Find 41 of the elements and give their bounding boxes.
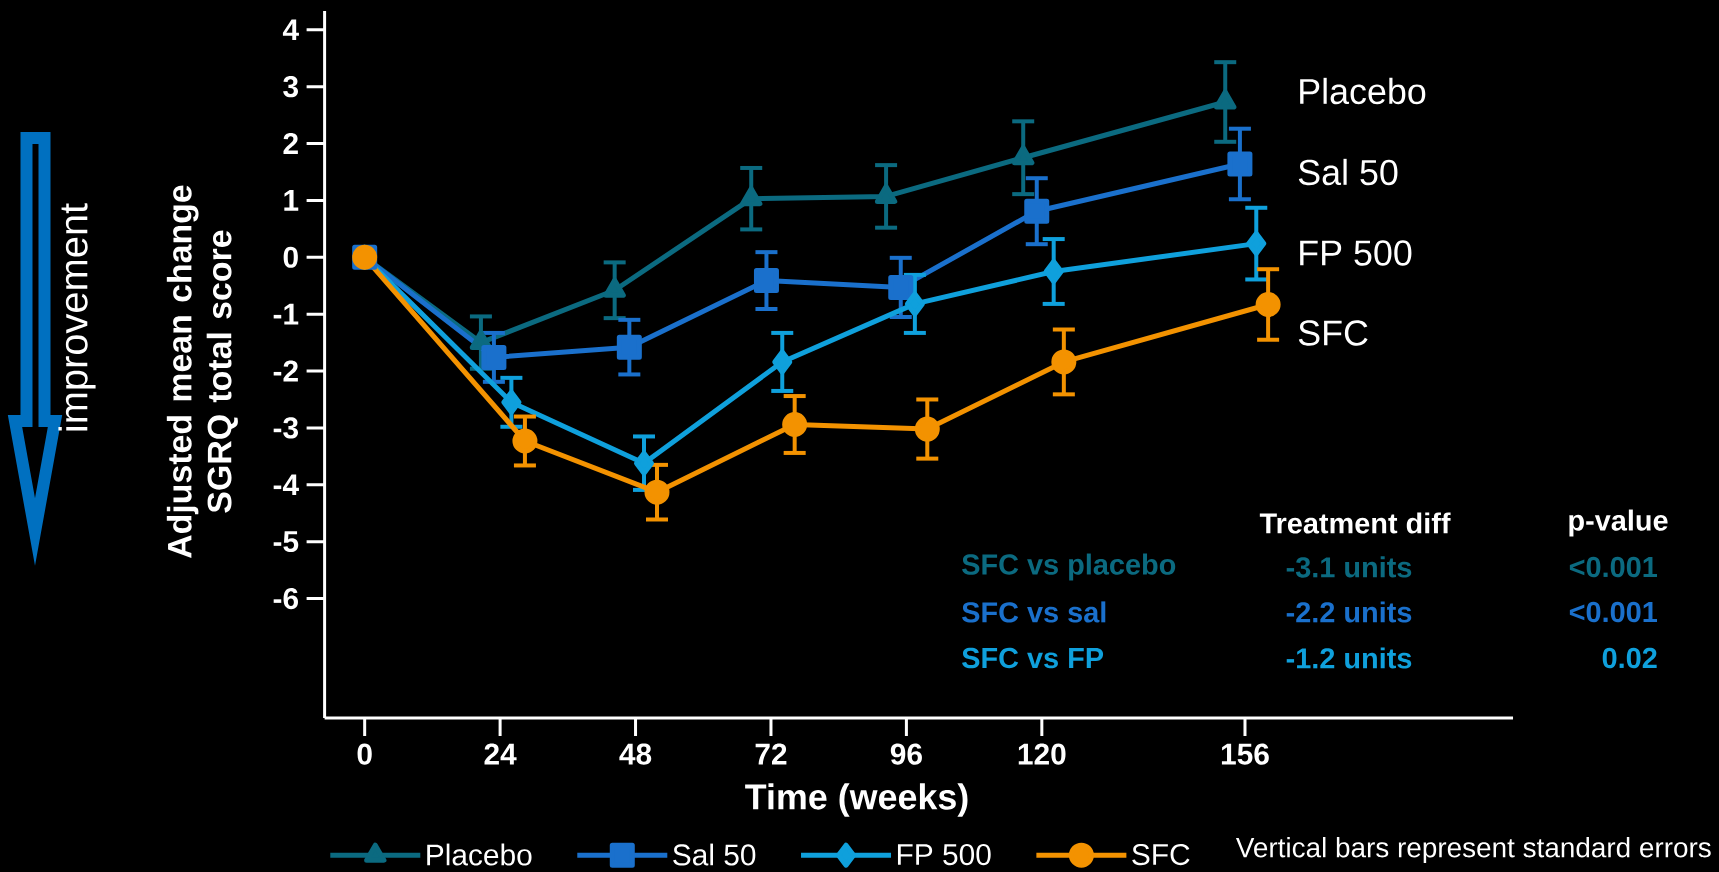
y-tick-label: 3	[283, 76, 299, 98]
y-tick-label: -5	[273, 531, 299, 553]
x-tick-label: 48	[619, 743, 652, 765]
text: Sal 50	[1298, 158, 1398, 186]
y-tick-label: 1	[284, 190, 299, 211]
annotation: Treatment diff	[1259, 512, 1451, 534]
annotation: -2.2 units	[1286, 601, 1412, 623]
y-tick-label: -6	[273, 587, 299, 610]
y-tick-label: 4	[282, 19, 299, 41]
x-tick-label: 96	[890, 743, 922, 765]
text: p-value	[1569, 509, 1668, 537]
x-tick-label: 24	[484, 743, 517, 765]
y-tick-label: -2	[273, 360, 298, 382]
y-tick-label: 2	[283, 133, 298, 154]
annotation: SFC vs placebo	[962, 553, 1176, 581]
text: 0.02	[1602, 647, 1657, 669]
y-tick-label: -4	[273, 474, 299, 496]
y-tick-label: -1	[273, 303, 299, 325]
x-axis-title: Time (weeks)	[745, 783, 968, 817]
text: <0.001	[1569, 601, 1658, 623]
x-tick-label: 0	[357, 743, 372, 765]
x-tick-label: 72	[755, 743, 787, 765]
legend-label: FP 500	[897, 843, 991, 866]
text: Placebo	[1300, 77, 1426, 105]
annotation: SFC vs sal	[962, 601, 1106, 623]
text: <0.001	[1569, 556, 1658, 578]
text: FP 500	[1300, 240, 1412, 266]
text: improvement	[58, 203, 96, 431]
x-tick-label: 156	[1221, 743, 1269, 765]
y-tick-label: -3	[273, 417, 299, 439]
legend-label: Sal 50	[673, 843, 756, 866]
legend-label: SFC	[1132, 843, 1190, 866]
annotation: SFC vs FP	[962, 647, 1104, 669]
text: Vertical bars represent standard errors	[1235, 837, 1711, 863]
annotation: -1.2 units	[1286, 647, 1412, 669]
text: SFC	[1298, 320, 1368, 346]
annotation: -3.1 units	[1286, 556, 1412, 578]
x-tick-label: 120	[1018, 743, 1066, 765]
legend-label: Placebo	[427, 843, 532, 866]
y-axis-title: Adjusted mean change SGRQ total score	[166, 185, 238, 558]
y-tick-label: 0	[283, 246, 298, 268]
